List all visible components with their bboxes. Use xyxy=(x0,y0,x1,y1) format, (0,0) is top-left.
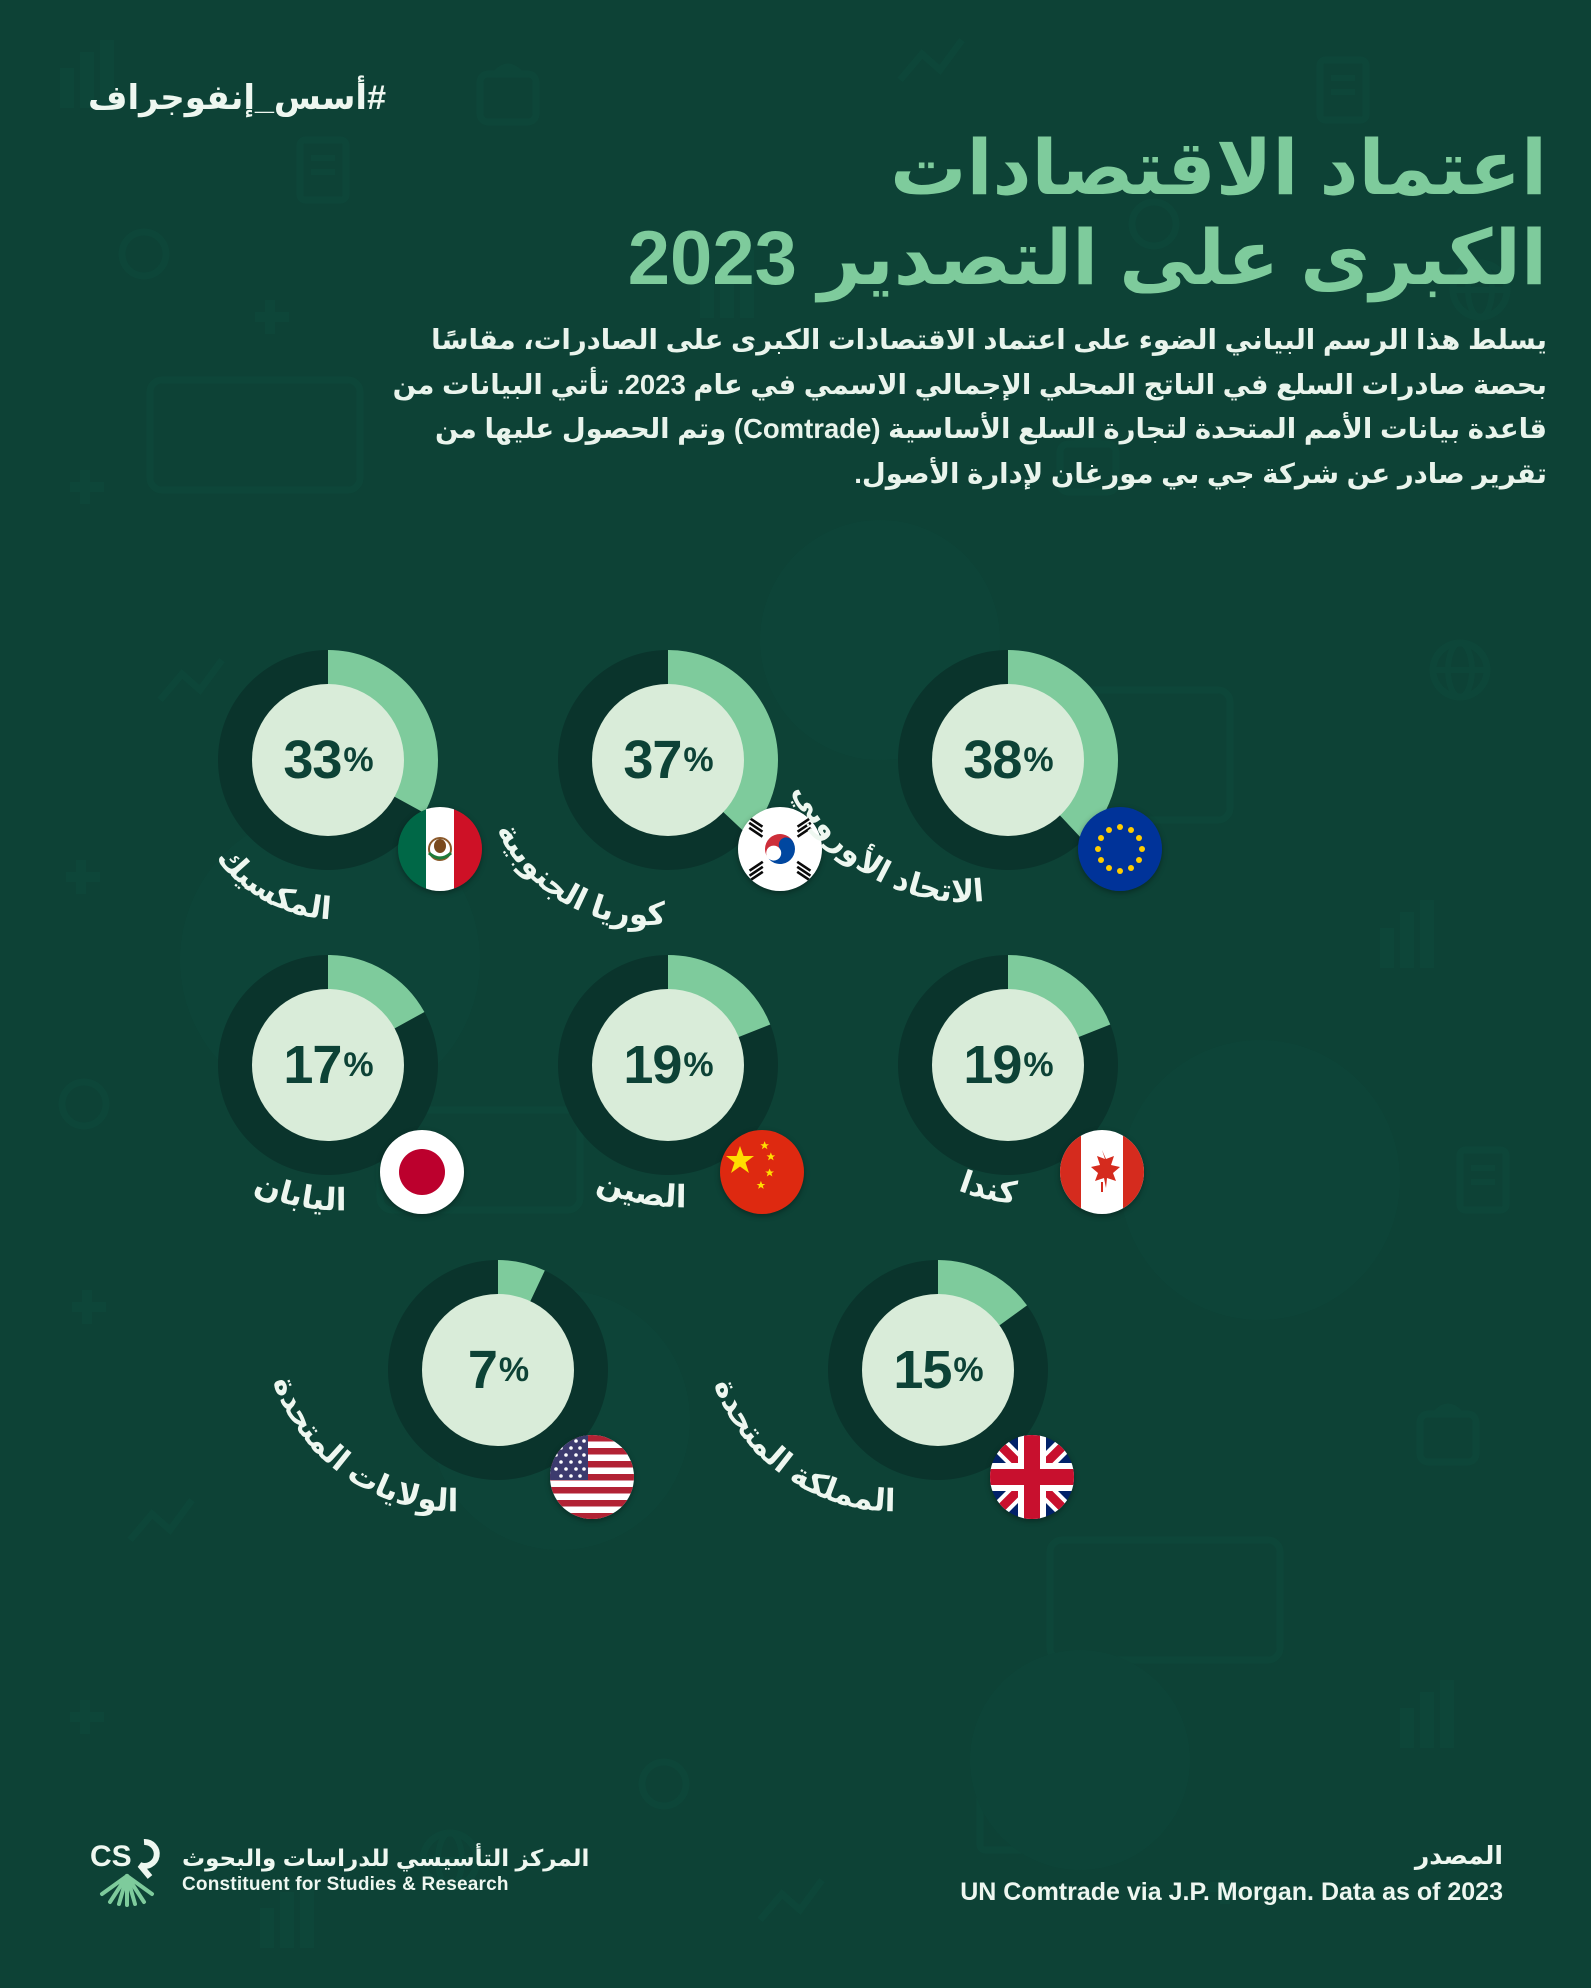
donut-value-japan: 17% xyxy=(213,950,443,1180)
south-korea-flag-icon xyxy=(738,807,822,891)
donut-value-canada: 19% xyxy=(893,950,1123,1180)
donut-card-south-korea: 37% كوريا الجنوبية xyxy=(490,645,883,975)
hashtag: #أسس_إنفوجراف xyxy=(88,79,386,117)
donut-percent-sign-united-kingdom: % xyxy=(953,1350,983,1389)
united-states-flag-icon xyxy=(550,1435,634,1519)
donut-number-china: 19 xyxy=(623,1035,682,1095)
donut-number-canada: 19 xyxy=(963,1035,1022,1095)
donut-card-japan: 17% اليابان xyxy=(213,950,543,1280)
donut-chart-united-states: 7% xyxy=(383,1255,613,1485)
donut-svg-united-states xyxy=(388,1260,608,1480)
donut-percent-sign-japan: % xyxy=(343,1045,373,1084)
european-union-flag-icon xyxy=(1078,807,1162,891)
source-text: UN Comtrade via J.P. Morgan. Data as of … xyxy=(960,1878,1503,1907)
donut-value-united-kingdom: 15% xyxy=(823,1255,1053,1485)
donut-chart-european-union: 38% xyxy=(893,645,1123,875)
donut-card-china: 19% الصين xyxy=(553,950,883,1280)
page-title: اعتماد الاقتصادات الكبرى على التصدير 202… xyxy=(397,124,1548,303)
donut-value-mexico: 33% xyxy=(213,645,443,875)
svg-text:CS: CS xyxy=(90,1840,132,1873)
donut-card-united-states: 7% الولايات المتحدة xyxy=(267,1255,713,1585)
source-label: المصدر xyxy=(1414,1841,1503,1870)
donut-card-united-kingdom: 15% المملكة المتحدة xyxy=(707,1255,1153,1585)
donut-value-china: 19% xyxy=(553,950,783,1180)
logo-english-name: Constituent for Studies & Research xyxy=(182,1874,509,1896)
donut-chart-south-korea: 37% xyxy=(553,645,783,875)
donut-value-south-korea: 37% xyxy=(553,645,783,875)
donut-number-south-korea: 37 xyxy=(623,730,682,790)
donut-percent-sign-united-states: % xyxy=(498,1350,529,1389)
donut-chart-japan: 17% xyxy=(213,950,443,1180)
donut-percent-sign-european-union: % xyxy=(1023,740,1053,779)
canada-flag-icon xyxy=(1060,1130,1144,1214)
donut-svg-united-kingdom xyxy=(828,1260,1048,1480)
csr-logo-icon: CS xyxy=(90,1839,160,1907)
donut-number-japan: 17 xyxy=(283,1035,342,1095)
donut-percent-sign-china: % xyxy=(683,1045,713,1084)
source-block: المصدر UN Comtrade via J.P. Morgan. Data… xyxy=(960,1840,1503,1910)
donut-number-european-union: 38 xyxy=(963,730,1022,790)
donut-svg-mexico xyxy=(218,650,438,870)
donut-chart-united-kingdom: 15% xyxy=(823,1255,1053,1485)
donut-value-european-union: 38% xyxy=(893,645,1123,875)
donut-number-united-kingdom: 15 xyxy=(893,1340,952,1400)
donut-chart-china: 19% xyxy=(553,950,783,1180)
donut-percent-sign-mexico: % xyxy=(343,740,373,779)
donut-chart-canada: 19% xyxy=(893,950,1123,1180)
donut-number-united-states: 7 xyxy=(467,1340,498,1400)
united-kingdom-flag-icon xyxy=(990,1435,1074,1519)
donut-card-canada: 19% كندا xyxy=(893,950,1223,1280)
donut-svg-european-union xyxy=(898,650,1118,870)
donut-chart-mexico: 33% xyxy=(213,645,443,875)
organization-logo: CS المركز التأسيسي للدراسات والبحوث Cons… xyxy=(88,1832,589,1910)
donut-value-united-states: 7% xyxy=(383,1255,613,1485)
donut-svg-south-korea xyxy=(558,650,778,870)
mexico-flag-icon xyxy=(398,807,482,891)
title-line-2: الكبرى على التصدير 2023 xyxy=(627,215,1548,301)
donut-percent-sign-canada: % xyxy=(1023,1045,1053,1084)
donut-svg-china xyxy=(558,955,778,1175)
donut-number-mexico: 33 xyxy=(283,730,342,790)
donut-svg-canada xyxy=(898,955,1118,1175)
description-paragraph: يسلط هذا الرسم البياني الضوء على اعتماد … xyxy=(392,324,1547,489)
donut-card-european-union: 38% الاتحاد الأوروبي xyxy=(786,645,1223,975)
logo-arabic-name: المركز التأسيسي للدراسات والبحوث xyxy=(182,1845,590,1872)
donut-percent-sign-south-korea: % xyxy=(683,740,713,779)
donut-svg-japan xyxy=(218,955,438,1175)
china-flag-icon xyxy=(720,1130,804,1214)
japan-flag-icon xyxy=(380,1130,464,1214)
title-line-1: اعتماد الاقتصادات xyxy=(890,126,1548,211)
donut-card-mexico: 33% المكسيك xyxy=(210,645,543,975)
